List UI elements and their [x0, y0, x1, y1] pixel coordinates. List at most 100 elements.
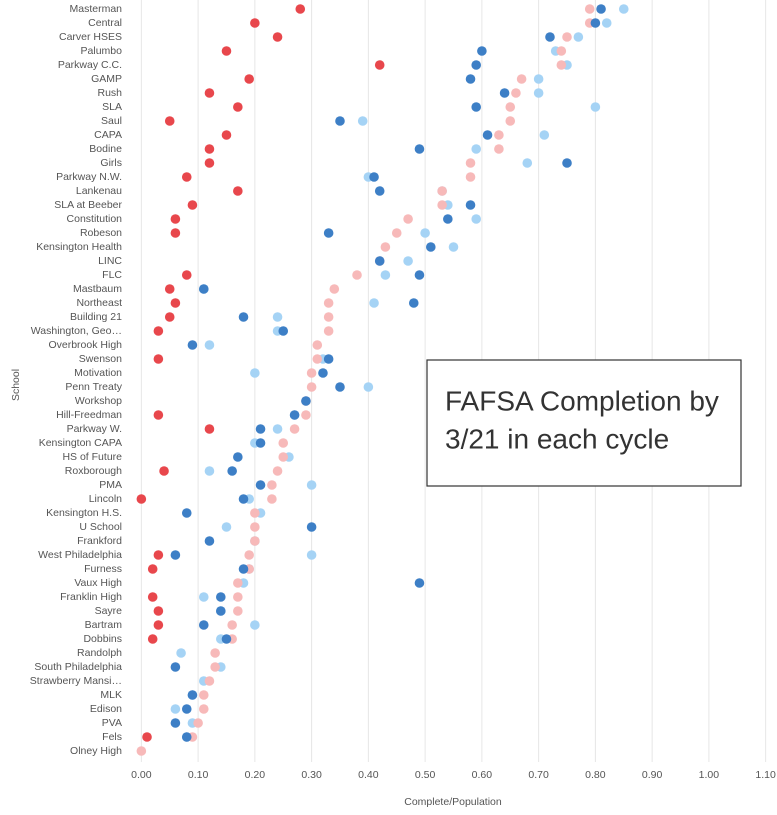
y-tick-label: Bodine: [89, 143, 122, 155]
dot: [227, 466, 237, 476]
dot: [329, 284, 340, 294]
dot: [437, 200, 447, 210]
x-axis-label: Complete/Population: [404, 796, 502, 808]
dot: [465, 158, 476, 168]
dot: [170, 228, 181, 238]
dot: [289, 410, 300, 420]
dot: [136, 494, 147, 504]
dot: [323, 326, 334, 336]
dot: [170, 214, 181, 224]
dot: [505, 102, 516, 112]
dot: [255, 438, 266, 448]
dot: [556, 46, 567, 56]
y-tick-label: PVA: [102, 717, 122, 729]
y-tick-label: Strawberry Mansi…: [30, 675, 122, 687]
y-tick-label: Parkway N.W.: [56, 171, 122, 183]
dot: [278, 326, 289, 336]
dot: [306, 368, 317, 378]
dot: [414, 578, 425, 588]
dot: [147, 592, 158, 602]
annotation-text: 3/21 in each cycle: [445, 423, 669, 454]
dot: [233, 578, 243, 588]
y-tick-label: Kensington H.S.: [46, 507, 122, 519]
y-tick-label: Building 21: [70, 311, 122, 323]
dot: [181, 704, 192, 714]
dot: [244, 550, 254, 560]
x-tick-label: 0.50: [415, 769, 436, 781]
dot: [164, 284, 175, 294]
dot: [147, 634, 158, 644]
y-tick-label: Masterman: [69, 3, 122, 15]
dot: [505, 116, 516, 126]
dot: [181, 172, 192, 182]
dot: [323, 228, 334, 238]
y-tick-label: Kensington CAPA: [39, 437, 122, 449]
y-tick-label: Kensington Health: [36, 241, 122, 253]
dot: [267, 494, 277, 504]
dot: [414, 270, 425, 280]
x-tick-label: 0.10: [188, 769, 209, 781]
y-tick-label: Rush: [97, 87, 122, 99]
y-tick-label: GAMP: [91, 73, 122, 85]
dot: [153, 620, 164, 630]
dot: [221, 522, 232, 532]
dot: [380, 242, 391, 252]
dot: [221, 130, 232, 140]
dot: [556, 60, 567, 70]
dot: [516, 74, 527, 84]
dot: [408, 298, 419, 308]
dot: [238, 564, 249, 574]
dot: [374, 60, 385, 70]
annotation-box: [426, 359, 742, 487]
y-tick-label: Franklin High: [60, 591, 122, 603]
dot: [596, 4, 606, 14]
dot: [238, 312, 249, 322]
dot: [181, 508, 192, 518]
y-tick-label: LINC: [98, 255, 122, 267]
dot: [306, 480, 317, 490]
dot: [204, 676, 215, 686]
dot: [204, 536, 215, 546]
x-tick-label: 1.00: [699, 769, 720, 781]
dot: [584, 4, 595, 14]
y-tick-label: Sayre: [95, 605, 123, 617]
dot: [233, 102, 243, 112]
dot: [420, 228, 430, 238]
dot: [323, 298, 334, 308]
dot: [539, 130, 550, 140]
dot: [198, 704, 209, 714]
dot: [198, 284, 209, 294]
dot: [318, 368, 328, 378]
dot: [335, 382, 345, 392]
dot: [244, 74, 254, 84]
dot: [477, 46, 487, 56]
dot: [238, 494, 249, 504]
dot: [267, 480, 277, 490]
dot: [227, 620, 237, 630]
x-tick-label: 0.00: [131, 769, 152, 781]
y-tick-label: Robeson: [80, 227, 122, 239]
dot: [471, 144, 482, 154]
y-tick-label: South Philadelphia: [34, 661, 122, 673]
dot: [306, 382, 317, 392]
y-tick-label: Overbrook High: [48, 339, 122, 351]
y-tick-label: MLK: [100, 689, 122, 701]
y-tick-label: Furness: [84, 563, 122, 575]
dot: [295, 4, 306, 14]
dot: [352, 270, 362, 280]
x-tick-label: 0.60: [472, 769, 493, 781]
dot: [465, 172, 476, 182]
dot: [380, 270, 391, 280]
dot: [216, 606, 226, 616]
dot: [193, 718, 203, 728]
dot: [250, 368, 260, 378]
dot: [153, 550, 164, 560]
dot: [374, 256, 385, 266]
dot: [471, 60, 482, 70]
dot: [465, 74, 476, 84]
dot: [170, 718, 181, 728]
y-tick-label: SLA at Beeber: [54, 199, 122, 211]
x-tick-label: 0.90: [642, 769, 663, 781]
dot: [221, 46, 232, 56]
